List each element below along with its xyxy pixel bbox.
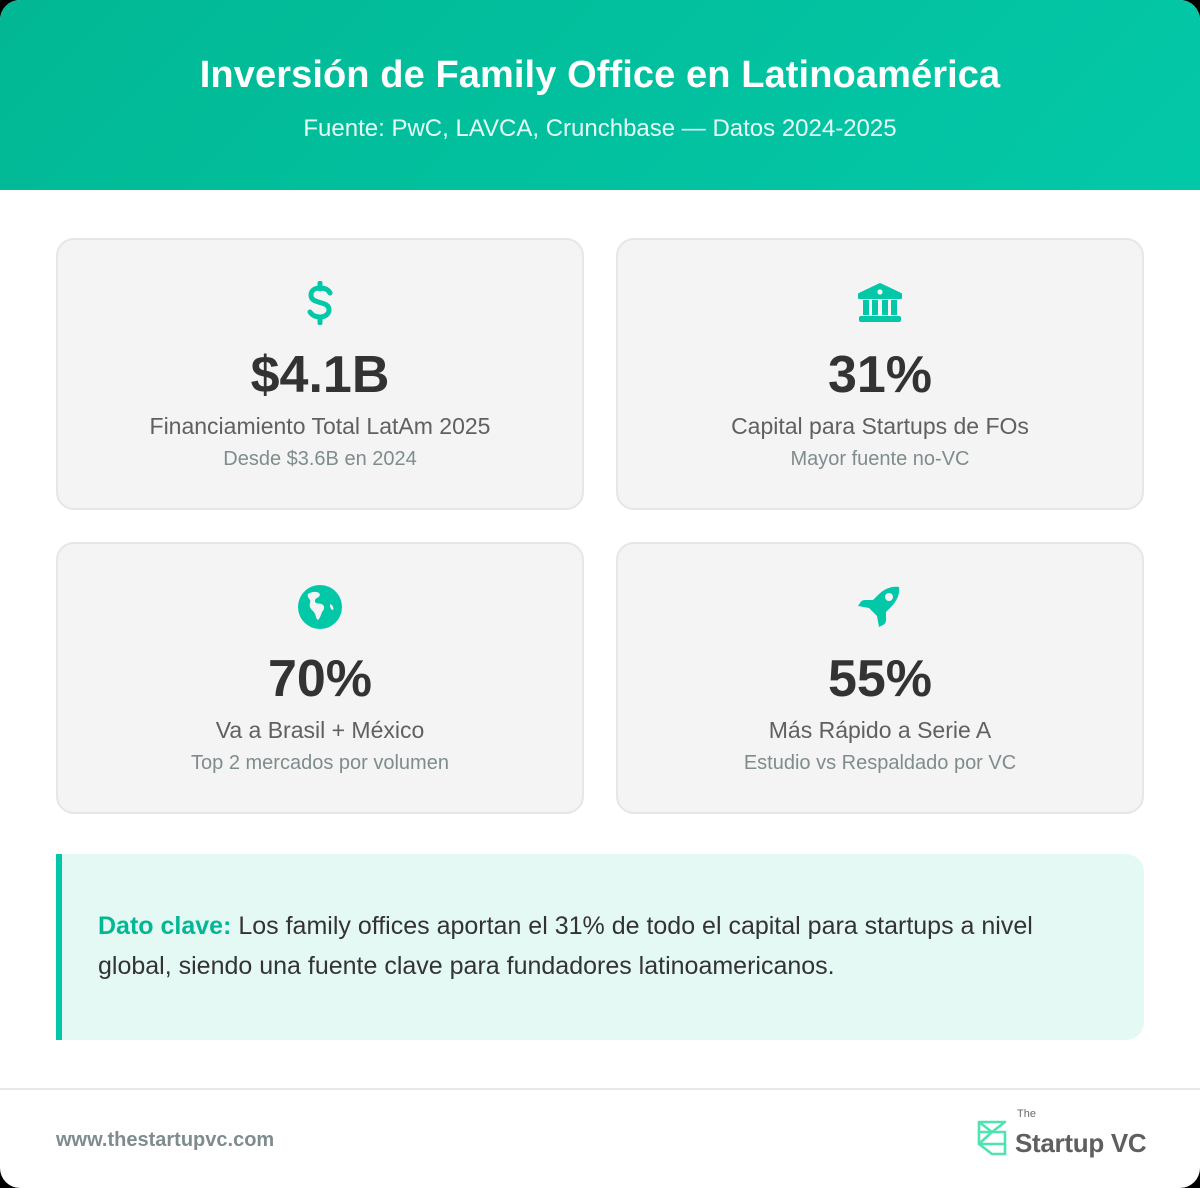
key-fact-callout: Dato clave: Los family offices aportan e…: [56, 854, 1144, 1040]
callout-text: Los family offices aportan el 31% de tod…: [98, 912, 1033, 980]
website-link[interactable]: www.thestartupvc.com: [56, 1129, 275, 1151]
stat-card-total-funding: $4.1B Financiamiento Total LatAm 2025 De…: [56, 238, 584, 510]
stat-label: Va a Brasil + México: [215, 717, 425, 743]
callout-lead: Dato clave:: [98, 912, 232, 940]
stat-label: Más Rápido a Serie A: [768, 717, 992, 743]
startup-vc-logo: The Startup VC: [975, 1108, 1147, 1158]
stat-card-brazil-mexico: 70% Va a Brasil + México Top 2 mercados …: [56, 542, 584, 814]
logo-mark-icon: [977, 1120, 1007, 1156]
logo-the: The: [1017, 1108, 1036, 1120]
stat-card-series-a: 55% Más Rápido a Serie A Estudio vs Resp…: [616, 542, 1144, 814]
stat-card-fo-capital: 31% Capital para Startups de FOs Mayor f…: [616, 238, 1144, 510]
source-subtitle: Fuente: PwC, LAVCA, Crunchbase — Datos 2…: [303, 115, 897, 142]
stat-sublabel: Desde $3.6B en 2024: [223, 448, 417, 470]
stat-sublabel: Mayor fuente no-VC: [790, 448, 970, 470]
stat-value: 70%: [267, 650, 373, 708]
stat-sublabel: Estudio vs Respaldado por VC: [743, 752, 1017, 774]
stat-label: Financiamiento Total LatAm 2025: [149, 413, 491, 439]
rocket-icon: [855, 582, 905, 632]
header-banner: Inversión de Family Office en Latinoamér…: [0, 0, 1200, 190]
globe-icon: [295, 582, 345, 632]
bank-building-icon: [855, 278, 905, 328]
stat-value: 55%: [827, 650, 933, 708]
stat-sublabel: Top 2 mercados por volumen: [191, 752, 449, 774]
stat-label: Capital para Startups de FOs: [731, 413, 1029, 439]
stat-value: 31%: [827, 346, 933, 404]
stat-value: $4.1B: [250, 346, 390, 404]
dollar-sign-icon: [295, 278, 345, 328]
stats-grid: $4.1B Financiamiento Total LatAm 2025 De…: [56, 238, 1144, 814]
page-title: Inversión de Family Office en Latinoamér…: [199, 54, 1001, 96]
footer: www.thestartupvc.com The Startup VC: [0, 1088, 1200, 1188]
logo-brand: Startup VC: [1015, 1128, 1147, 1158]
